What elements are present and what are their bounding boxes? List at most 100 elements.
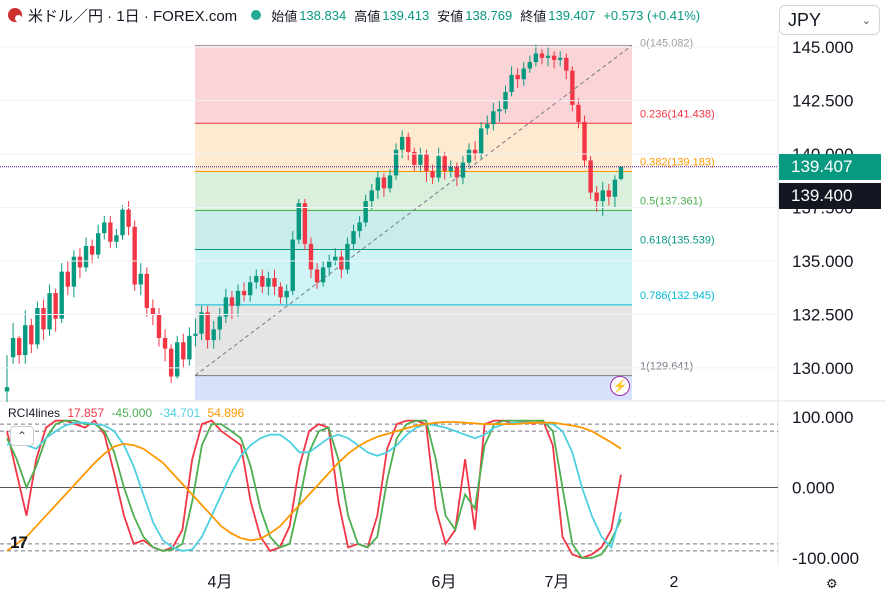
fib-level-label: 0(145.082) bbox=[640, 37, 693, 49]
candle-body bbox=[320, 267, 326, 283]
candle-body bbox=[478, 128, 484, 155]
close-label: 終値 bbox=[520, 8, 547, 24]
rci-y-tick-label: 0.000 bbox=[792, 479, 835, 498]
candle-body bbox=[582, 121, 587, 161]
indicator-legend[interactable]: RCI4lines 17.857 -45.000 -34.701 54.896 bbox=[8, 406, 248, 420]
low-value: 138.769 bbox=[465, 7, 513, 23]
candle-body bbox=[108, 222, 113, 242]
chevron-down-icon: ⌄ bbox=[861, 14, 871, 27]
candle-body bbox=[564, 57, 569, 71]
candle-body bbox=[521, 68, 526, 80]
indicator-value-2: -45.000 bbox=[111, 406, 153, 420]
candle-body bbox=[114, 235, 119, 242]
y-tick-label: 130.000 bbox=[792, 359, 853, 378]
fib-level-label: 0.382(139.183) bbox=[640, 157, 715, 169]
candle-body bbox=[89, 246, 95, 255]
candle-body bbox=[393, 149, 399, 176]
rci-y-tick-label: -100.000 bbox=[792, 549, 859, 568]
last-price-tag: 139.407 bbox=[779, 154, 881, 180]
candle-body bbox=[4, 387, 10, 392]
candle-body bbox=[144, 273, 150, 309]
candle-body bbox=[418, 154, 423, 165]
collapse-pane-button[interactable]: ⌃ bbox=[10, 426, 34, 446]
us-flag-icon bbox=[8, 8, 22, 22]
candle-body bbox=[77, 256, 83, 268]
candle-body bbox=[406, 136, 411, 152]
chart-header: 米ドル／円 · 1日 · FOREX.com 始値 138.834 高値 139… bbox=[0, 0, 770, 30]
symbol-title[interactable]: 米ドル／円 · 1日 · FOREX.com bbox=[28, 7, 238, 25]
rci-series-line bbox=[6, 421, 622, 552]
candle-body bbox=[65, 271, 70, 287]
candle-body bbox=[10, 337, 16, 358]
indicator-value-4: 54.896 bbox=[207, 406, 245, 420]
settings-gear-icon[interactable]: ⚙ bbox=[826, 576, 838, 591]
candle-body bbox=[290, 239, 295, 291]
candle-body bbox=[284, 290, 289, 298]
candle-body bbox=[254, 275, 259, 283]
candle-body bbox=[126, 209, 131, 227]
candle-body bbox=[460, 162, 466, 178]
rci-series-line bbox=[6, 419, 622, 559]
x-tick-label: 4月 bbox=[208, 574, 233, 591]
candle-body bbox=[35, 308, 40, 345]
lightning-icon[interactable]: ⚡ bbox=[610, 376, 630, 396]
market-status-icon bbox=[251, 10, 262, 20]
candle-body bbox=[211, 329, 216, 341]
candle-body bbox=[533, 53, 539, 63]
candle-body bbox=[187, 335, 192, 360]
low-label: 安値 bbox=[437, 8, 464, 24]
candle-body bbox=[95, 233, 101, 255]
candle-body bbox=[387, 175, 393, 189]
candle-body bbox=[53, 293, 58, 319]
candle-body bbox=[16, 337, 22, 356]
candle-body bbox=[606, 190, 612, 197]
candle-body bbox=[23, 325, 28, 356]
candle-body bbox=[168, 348, 174, 377]
tradingview-logo-icon: 17 bbox=[10, 533, 28, 552]
candle-body bbox=[29, 325, 34, 345]
candle-body bbox=[600, 190, 605, 202]
high-label: 高値 bbox=[354, 8, 381, 24]
candle-body bbox=[302, 203, 308, 244]
candle-body bbox=[491, 111, 496, 125]
candle-body bbox=[223, 297, 229, 317]
candle-body bbox=[588, 160, 593, 193]
candle-body bbox=[357, 222, 362, 232]
candle-body bbox=[175, 342, 180, 377]
fib-zone bbox=[195, 210, 632, 250]
currency-select[interactable]: JPY ⌄ bbox=[779, 5, 880, 35]
fib-level-label: 0.236(141.438) bbox=[640, 108, 715, 120]
candle-body bbox=[576, 104, 581, 122]
candle-body bbox=[199, 312, 204, 334]
candle-body bbox=[339, 256, 344, 270]
candle-body bbox=[412, 151, 417, 165]
high-value: 139.413 bbox=[382, 7, 430, 23]
candle-body bbox=[618, 166, 624, 179]
x-tick-label: 2 bbox=[670, 574, 679, 591]
candle-body bbox=[247, 282, 253, 296]
candle-body bbox=[527, 62, 533, 69]
y-tick-label: 142.500 bbox=[792, 92, 853, 111]
candle-body bbox=[375, 177, 381, 191]
candle-body bbox=[229, 297, 235, 306]
candle-body bbox=[466, 149, 472, 163]
candle-body bbox=[241, 290, 247, 296]
candle-body bbox=[266, 278, 271, 287]
candle-body bbox=[235, 290, 241, 306]
candle-body bbox=[545, 55, 551, 58]
candle-body bbox=[181, 342, 186, 360]
fib-zone bbox=[195, 171, 632, 211]
candle-body bbox=[539, 53, 545, 58]
candle-body bbox=[278, 286, 283, 298]
candle-body bbox=[308, 243, 314, 270]
candle-body bbox=[83, 246, 89, 268]
fib-level-label: 0.5(137.361) bbox=[640, 195, 702, 207]
rci-series-line bbox=[6, 421, 622, 552]
candle-body bbox=[260, 275, 265, 287]
candle-body bbox=[193, 333, 198, 336]
candle-body bbox=[132, 226, 137, 285]
candle-body bbox=[71, 256, 77, 287]
candle-body bbox=[448, 166, 453, 172]
candle-body bbox=[399, 136, 405, 150]
